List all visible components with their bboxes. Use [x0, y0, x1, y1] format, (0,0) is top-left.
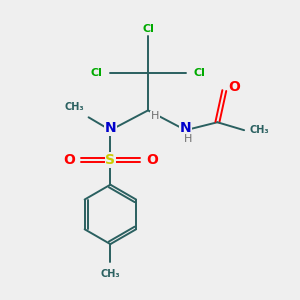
Text: CH₃: CH₃	[100, 269, 120, 279]
Text: Cl: Cl	[142, 24, 154, 34]
Text: S: S	[105, 153, 116, 167]
Text: O: O	[228, 80, 240, 94]
Text: H: H	[151, 111, 159, 121]
Text: Cl: Cl	[91, 68, 102, 78]
Text: CH₃: CH₃	[65, 102, 85, 112]
Text: N: N	[180, 121, 191, 135]
Text: Cl: Cl	[194, 68, 206, 78]
Text: O: O	[63, 153, 75, 167]
Text: N: N	[105, 121, 116, 135]
Text: H: H	[184, 134, 192, 144]
Text: O: O	[146, 153, 158, 167]
Text: CH₃: CH₃	[249, 125, 269, 135]
